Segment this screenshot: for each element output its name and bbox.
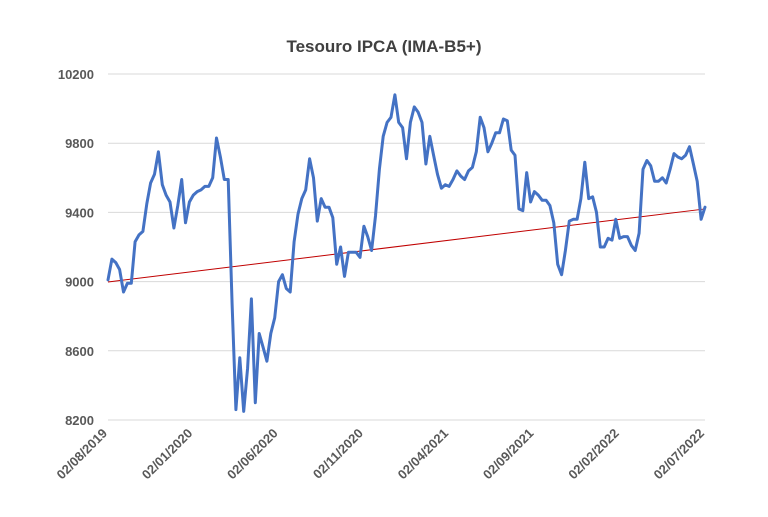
x-tick-label: 02/11/2020 (310, 426, 366, 482)
x-tick-label: 02/07/2022 (650, 426, 707, 483)
x-tick-label: 02/01/2020 (139, 426, 196, 483)
series-line (106, 93, 707, 413)
y-tick-label: 9400 (65, 205, 94, 220)
x-tick-label: 02/06/2020 (224, 426, 281, 483)
y-tick-label: 9000 (65, 275, 94, 290)
y-tick-label: 8200 (65, 413, 94, 428)
chart-title: Tesouro IPCA (IMA-B5+) (286, 37, 482, 56)
x-tick-label: 02/04/2021 (395, 426, 452, 483)
y-tick-label: 9800 (65, 136, 94, 151)
x-tick-label: 02/08/2019 (53, 426, 110, 483)
x-tick-label: 02/02/2022 (565, 426, 622, 483)
x-tick-label: 02/09/2021 (480, 426, 537, 483)
y-tick-label: 10200 (58, 67, 94, 82)
trendline (107, 208, 706, 283)
y-tick-label: 8600 (65, 344, 94, 359)
